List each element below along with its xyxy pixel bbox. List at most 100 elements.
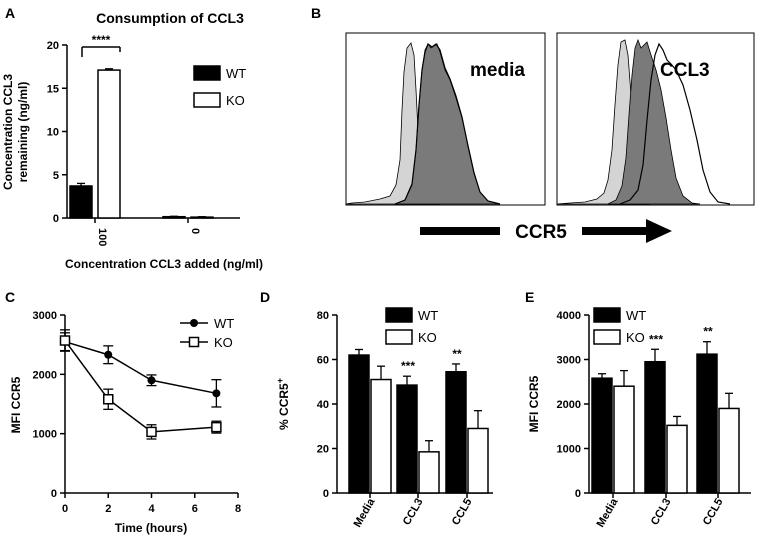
bar xyxy=(591,377,613,494)
panel-e-x-tick-label: CCL5 xyxy=(701,497,726,528)
panel-a-y-tick-label: 5 xyxy=(53,170,59,182)
panel-c-ylabel: MFI CCR5 xyxy=(9,376,23,433)
legend-wt-label: WT xyxy=(226,66,246,81)
panel-d-legend-wt-swatch xyxy=(385,307,413,323)
panel-label-d: D xyxy=(260,289,270,305)
panel-d-chart: 0 20 40 60 80 Media *** CCL3 ** CCL5 WT KO xyxy=(317,307,493,530)
panel-e-chart: 0 1000 2000 3000 4000 Media *** CCL3 ** CCL5 WT KO xyxy=(557,307,751,530)
panel-d-significance-label: *** xyxy=(401,359,415,373)
data-point-ko xyxy=(59,335,71,346)
panel-d-legend-wt-label: WT xyxy=(418,308,438,323)
panel-e-y-tick-label: 2000 xyxy=(557,399,581,411)
ko-histogram xyxy=(619,42,731,205)
legend-ko-swatch xyxy=(193,92,221,108)
ccr5-arrow: CCR5 xyxy=(420,219,672,243)
panel-d-ylabel: % CCR5+ xyxy=(275,378,291,430)
bar xyxy=(718,407,740,494)
arrow-head xyxy=(646,219,672,243)
bar xyxy=(348,354,370,494)
panel-d-x-tick-label: CCL3 xyxy=(401,497,426,528)
bar xyxy=(396,384,418,494)
panel-label-e: E xyxy=(525,289,534,305)
panel-c-chart: 0 1000 2000 3000 0 2 4 6 8 WT KO xyxy=(33,310,242,515)
legend-wt-marker xyxy=(190,319,198,327)
panel-d-ylabel-text: % CCR5 xyxy=(277,383,291,430)
bar xyxy=(644,360,666,494)
series-line-wt xyxy=(64,340,217,395)
panel-a-title: Consumption of CCL3 xyxy=(96,10,244,26)
panel-b-histograms: media CCL3 CCR5 xyxy=(345,32,755,243)
panel-d-y-tick-label: 20 xyxy=(317,444,329,456)
panel-d-y-tick-label: 0 xyxy=(323,488,329,500)
panel-d-ylabel-sup: + xyxy=(275,378,285,383)
panel-d-legend-ko-swatch xyxy=(385,329,413,345)
panel-e-y-tick-label: 4000 xyxy=(557,310,581,322)
panel-a-ylabel-line2: remaining (ng/ml) xyxy=(16,82,30,183)
panel-e-legend-ko-swatch xyxy=(593,329,621,345)
legend-ko-label: KO xyxy=(214,335,233,350)
panel-c-x-tick-label: 0 xyxy=(62,503,68,515)
panel-c-y-tick-label: 2000 xyxy=(33,369,57,381)
significance-label: **** xyxy=(92,33,111,47)
ccr5-axis-label: CCR5 xyxy=(515,222,567,243)
panel-a-chart: 0 5 10 15 20 100 0 **** WT KO xyxy=(47,33,247,246)
data-point-ko xyxy=(103,394,114,405)
series-line-ko xyxy=(64,340,217,433)
panel-d-significance-label: ** xyxy=(452,347,462,361)
panel-d-y-tick-label: 60 xyxy=(317,355,329,367)
bar xyxy=(445,370,467,494)
bar xyxy=(696,353,718,494)
data-point-ko xyxy=(146,426,157,438)
bar xyxy=(69,185,93,219)
panel-a-x-tick-label: 0 xyxy=(189,228,201,234)
data-point-wt xyxy=(147,376,156,385)
panel-a-x-tick-label: 100 xyxy=(96,228,108,246)
panel-a-xlabel: Concentration CCL3 added (ng/ml) xyxy=(65,257,263,271)
legend-ko-marker xyxy=(188,336,200,348)
panel-c-y-tick-label: 1000 xyxy=(33,429,57,441)
panel-c-xlabel: Time (hours) xyxy=(115,521,187,535)
bar xyxy=(666,424,688,494)
panel-e-y-tick-label: 3000 xyxy=(557,355,581,367)
histogram-label-media: media xyxy=(470,60,525,81)
panel-a-y-tick-label: 15 xyxy=(47,83,59,95)
panel-c-y-tick-label: 0 xyxy=(51,488,57,500)
panel-c-x-tick-label: 4 xyxy=(148,503,155,515)
panel-label-a: A xyxy=(5,5,15,21)
panel-e-x-tick-label: Media xyxy=(595,496,621,530)
panel-d-legend-ko-label: KO xyxy=(418,330,437,345)
panel-e-x-tick-label: CCL3 xyxy=(649,497,674,528)
panel-c-x-tick-label: 8 xyxy=(235,503,241,515)
panel-a-y-tick-label: 10 xyxy=(47,127,59,139)
panel-d-x-tick-label: Media xyxy=(352,496,378,530)
panel-e-y-tick-label: 0 xyxy=(575,488,581,500)
legend-ko-label: KO xyxy=(226,93,245,108)
panel-label-b: B xyxy=(311,5,321,21)
bar xyxy=(370,378,392,494)
panel-e-y-tick-label: 1000 xyxy=(557,444,581,456)
panel-e-legend-wt-swatch xyxy=(593,307,621,323)
legend-wt-label: WT xyxy=(214,316,234,331)
wt-histogram xyxy=(607,38,701,205)
legend-wt-swatch xyxy=(193,65,221,81)
panel-c-x-tick-label: 6 xyxy=(192,503,198,515)
panel-d-x-tick-label: CCL5 xyxy=(450,497,475,528)
panel-a-y-tick-label: 20 xyxy=(47,40,59,52)
bar xyxy=(97,69,121,219)
bar xyxy=(613,385,635,494)
panel-a-ylabel-line1: Concentration CCL3 xyxy=(1,74,15,190)
bar xyxy=(467,427,489,494)
panel-e-significance-label: ** xyxy=(703,325,713,339)
data-point-wt xyxy=(104,350,113,359)
panel-c-y-tick-label: 3000 xyxy=(33,310,57,322)
panel-label-c: C xyxy=(5,289,15,305)
ko-histogram xyxy=(394,43,501,205)
histogram-ccl3: CCL3 xyxy=(556,32,755,206)
panel-e-legend-ko-label: KO xyxy=(626,330,645,345)
bar xyxy=(418,451,440,494)
panel-e-significance-label: *** xyxy=(649,332,663,346)
panel-d-y-tick-label: 40 xyxy=(317,399,329,411)
panel-d-y-tick-label: 80 xyxy=(317,310,329,322)
data-point-ko xyxy=(211,421,222,433)
